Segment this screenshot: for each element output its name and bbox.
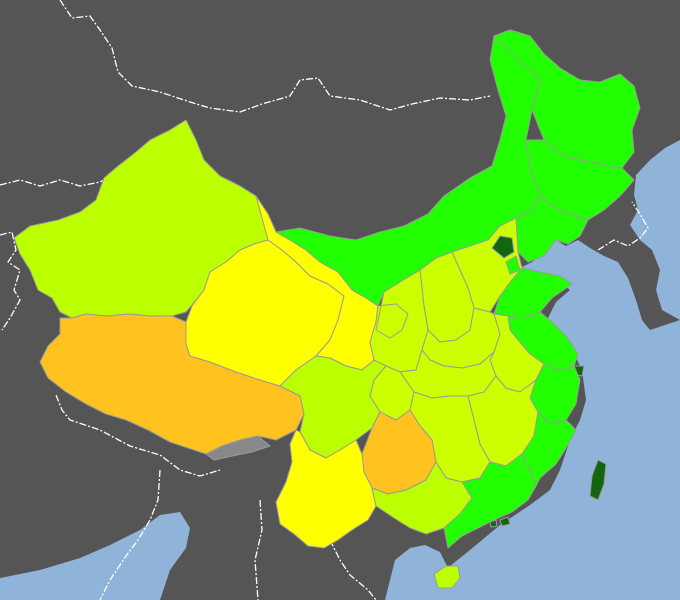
bay-of-bengal <box>0 512 190 600</box>
provinces <box>13 29 641 589</box>
region-taiwan[interactable] <box>589 459 607 501</box>
russia-mongolia-border <box>59 0 491 113</box>
kazakhstan-border <box>0 175 113 187</box>
region-fujian[interactable] <box>521 411 577 487</box>
region-hainan[interactable] <box>433 565 461 589</box>
region-macau[interactable] <box>489 519 498 528</box>
region-liaoning[interactable] <box>515 195 589 263</box>
region-yunnan[interactable] <box>275 429 377 549</box>
gulf-of-tonkin <box>385 545 448 600</box>
himalaya-border <box>55 394 221 477</box>
region-disputed-area[interactable] <box>205 435 271 461</box>
central-asia-border <box>0 231 21 331</box>
region-beijing[interactable] <box>491 235 515 259</box>
korea-border <box>597 201 649 251</box>
region-hong-kong[interactable] <box>499 516 511 527</box>
international-borders <box>0 0 649 600</box>
sea-of-japan <box>630 140 680 320</box>
laos-vietnam-border <box>329 539 377 600</box>
ocean <box>0 140 680 600</box>
india-myanmar-border <box>99 469 161 600</box>
bohai-yellow-sea <box>420 240 680 600</box>
region-tibet[interactable] <box>39 313 305 455</box>
region-guangdong[interactable] <box>443 453 537 549</box>
indochina-border <box>254 499 263 600</box>
